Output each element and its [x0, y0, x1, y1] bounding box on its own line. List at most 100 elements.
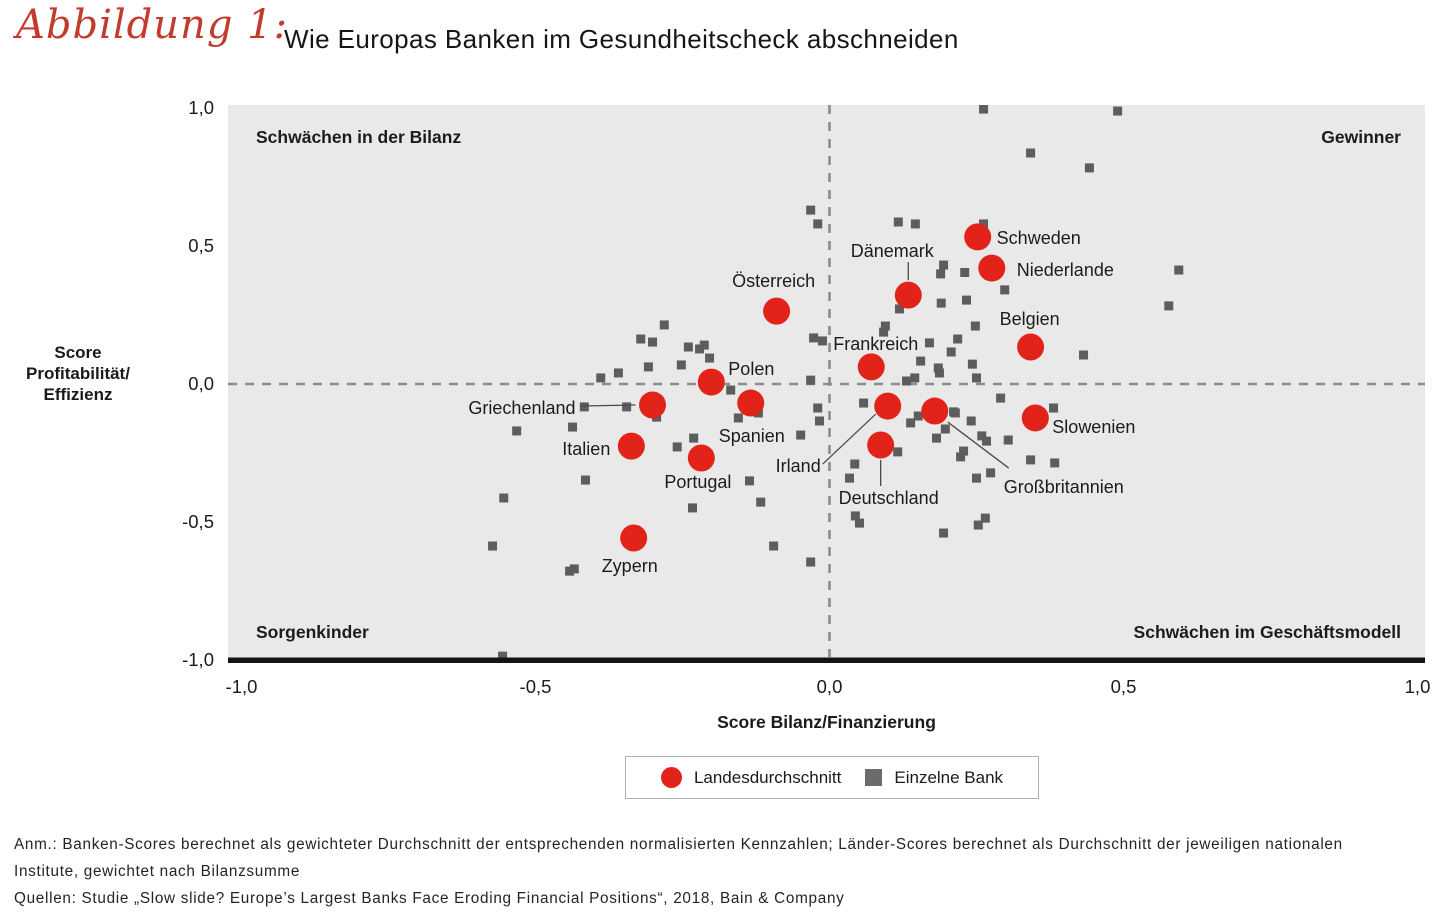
bank-square: [689, 433, 699, 443]
country-dot-schweden: [964, 223, 992, 251]
bank-square: [879, 327, 889, 337]
bank-square: [893, 217, 903, 227]
bank-square: [756, 497, 766, 507]
bank-square: [960, 267, 970, 277]
bank-square: [1049, 403, 1059, 413]
bank-square: [986, 468, 996, 478]
x-axis-line: [228, 657, 1425, 663]
bank-square: [806, 205, 816, 215]
bank-square: [1164, 301, 1174, 311]
bank-square: [498, 651, 508, 661]
y-tick-label: 0,0: [188, 373, 214, 394]
bank-square: [809, 333, 819, 343]
bank-square: [910, 373, 920, 383]
country-label-schweden: Schweden: [997, 228, 1081, 248]
bank-square: [806, 557, 816, 567]
country-dot-griechenland: [639, 391, 667, 419]
y-tick-label: 1,0: [188, 97, 214, 118]
bank-square: [733, 413, 743, 423]
country-dot-deutschland: [867, 431, 895, 459]
country-dot-spanien: [737, 389, 765, 417]
bank-square: [579, 402, 589, 412]
x-tick-label: -1,0: [225, 676, 258, 697]
page-title: Wie Europas Banken im Gesundheitscheck a…: [284, 24, 959, 54]
bank-square: [699, 340, 709, 350]
bank-square: [934, 368, 944, 378]
bank-square: [973, 520, 983, 530]
country-dot-österreich: [763, 297, 791, 325]
bank-square: [568, 422, 578, 432]
bank-square: [769, 541, 779, 551]
legend: Landesdurchschnitt Einzelne Bank: [625, 756, 1039, 799]
country-label-dänemark: Dänemark: [851, 241, 935, 261]
country-dot-belgien: [1017, 333, 1045, 361]
bank-square: [972, 473, 981, 483]
country-dot-italien: [617, 432, 645, 460]
bank-square: [648, 337, 658, 347]
bank-square: [796, 430, 806, 440]
country-dot-irland: [874, 392, 902, 420]
y-axis-title-line: Profitabilität/: [26, 364, 130, 383]
bank-square: [970, 321, 980, 331]
bank-square: [1050, 458, 1060, 468]
quadrant-label-bottom-right: Schwächen im Geschäftsmodell: [1133, 622, 1401, 642]
bank-square: [813, 403, 823, 413]
country-dot-frankreich: [857, 353, 885, 381]
y-tick-label: 0,5: [188, 235, 214, 256]
country-label-zypern: Zypern: [602, 556, 658, 576]
bank-square: [924, 338, 934, 348]
country-label-irland: Irland: [776, 456, 821, 476]
country-dot-slowenien: [1021, 404, 1049, 432]
bank-square: [950, 408, 960, 418]
bank-square: [1026, 455, 1036, 465]
footnote-line-1: Anm.: Banken-Scores berechnet als gewich…: [14, 836, 1343, 853]
quadrant-label-top-left: Schwächen in der Bilanz: [256, 127, 462, 147]
bank-square: [859, 398, 869, 408]
bank-square: [981, 436, 991, 446]
bank-square: [672, 442, 682, 452]
bank-square: [1000, 285, 1010, 295]
bank-square: [745, 476, 755, 486]
bank-square: [936, 269, 946, 279]
bank-square: [806, 375, 816, 385]
bank-square: [817, 336, 827, 346]
bank-square: [979, 219, 989, 229]
bank-square: [916, 356, 926, 366]
bank-square: [695, 344, 705, 354]
bank-square: [893, 447, 903, 457]
y-axis-title-line: Score: [54, 343, 102, 362]
bank-square: [580, 475, 590, 485]
bank-square: [966, 416, 976, 426]
country-dot-polen: [697, 368, 725, 396]
bank-square: [977, 431, 987, 441]
bank-square: [936, 298, 946, 308]
country-dot-niederlande: [978, 254, 1006, 282]
bank-square: [956, 452, 966, 462]
quadrant-label-bottom-left: Sorgenkinder: [256, 622, 369, 642]
bank-square: [1113, 106, 1123, 116]
bank-square: [596, 373, 606, 383]
country-label-österreich: Österreich: [732, 271, 815, 291]
bank-square: [996, 393, 1006, 403]
country-dot-zypern: [620, 524, 648, 552]
legend-country-average-marker: [660, 767, 682, 788]
bank-square: [813, 219, 823, 229]
bank-square: [940, 424, 950, 434]
label-connector-großbritannien: [947, 421, 1010, 469]
country-label-spanien: Spanien: [719, 426, 785, 446]
label-connector-griechenland: [580, 404, 636, 407]
bank-square: [643, 362, 653, 372]
country-label-polen: Polen: [728, 359, 774, 379]
bank-square: [910, 219, 920, 229]
bank-square: [894, 304, 904, 314]
quadrant-label-top-right: Gewinner: [1321, 127, 1401, 147]
bank-square: [569, 564, 579, 574]
y-tick-label: -0,5: [182, 511, 214, 532]
bank-square: [683, 342, 693, 352]
bank-square: [687, 503, 697, 513]
bank-square: [636, 334, 646, 344]
bank-square: [1003, 435, 1013, 445]
bank-square: [705, 353, 715, 363]
footnotes: Anm.: Banken-Scores berechnet als gewich…: [14, 831, 1434, 912]
